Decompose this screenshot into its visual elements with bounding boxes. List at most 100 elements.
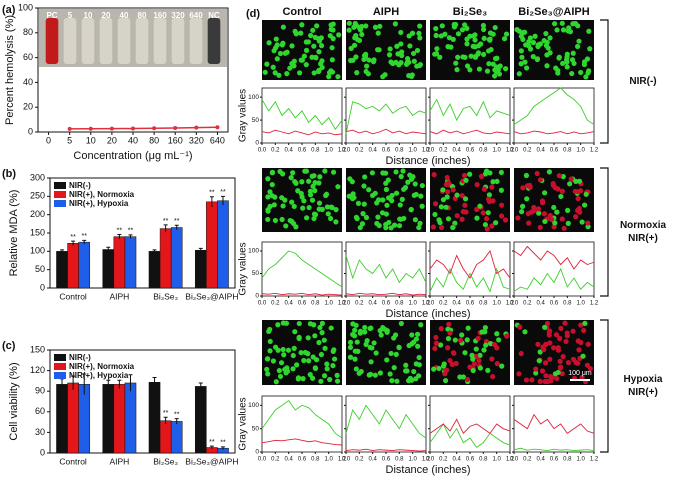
cell [574,43,581,50]
y-tick-label: 50 [252,270,260,277]
cell [267,348,273,354]
cell [295,188,301,194]
cell [300,376,306,382]
cell [267,326,273,333]
cell [554,27,560,33]
cell [266,40,272,46]
cell [289,199,295,205]
cell [567,181,573,187]
cell [502,217,509,223]
cell [413,376,419,382]
x-tick-label: 1.2 [422,457,431,463]
cell [537,224,543,231]
cell [371,340,377,346]
cell [408,73,415,79]
gray-value-line [429,129,511,135]
cell [384,202,390,208]
cell [336,32,342,38]
gray-value-line [513,87,595,126]
cell [468,53,474,59]
cell [378,332,384,338]
cell [552,220,558,226]
bar [102,249,115,289]
cell [537,177,543,183]
cell [352,327,358,333]
cell [290,352,296,359]
cell [310,183,316,189]
bar [159,228,172,289]
x-tick-label: 0.2 [355,148,364,154]
cell [444,174,450,181]
cell [416,224,422,231]
cell [361,201,367,207]
cell [278,360,285,366]
x-tick-label: 640 [210,135,225,145]
bar [159,420,172,454]
cell [298,350,304,356]
gray-value-line [261,400,343,439]
cell [289,60,295,67]
column-header: AIPH [373,6,399,18]
cell [481,35,487,42]
cell [565,220,571,226]
significance-mark: ** [163,218,169,225]
cell [518,48,524,54]
x-tick-label: 0.2 [523,457,532,463]
cell [486,192,492,198]
cell [353,366,359,372]
cell [306,204,312,211]
cell [457,337,464,343]
cell [295,376,301,382]
y-tick-label: 50 [252,425,260,432]
gray-value-line [513,413,595,434]
cell [438,33,444,39]
error-bar [117,379,122,389]
cell [442,377,449,384]
panel-label: (a) [2,4,16,16]
cell [450,224,456,231]
gray-value-line [345,448,427,452]
cell [324,361,330,367]
cell [565,207,571,213]
cell [280,346,286,353]
cell [462,196,469,202]
cell [522,59,528,65]
cell [392,21,398,27]
cell [293,180,299,186]
cell [547,35,553,41]
error-bar [152,249,157,253]
cell [547,340,553,346]
cell [396,223,403,229]
x-tick-label: Bi₂Se₃ [153,291,178,301]
cell [269,182,275,188]
x-tick-label: Control [59,456,87,466]
cell [383,186,389,193]
cell [586,68,592,74]
bar [194,386,207,454]
cell [293,224,299,230]
cell [560,60,566,67]
cell [303,47,310,53]
error-bar [163,416,168,425]
error-bar [163,224,168,233]
x-tick-label: 0.0 [342,457,351,463]
tube-label: 5 [68,11,73,20]
cell [348,45,354,51]
cell [301,198,307,204]
cell [493,220,499,226]
cell [353,214,360,220]
cell [534,170,540,177]
cell [546,169,553,175]
cell [418,322,424,328]
significance-mark: ** [220,189,226,196]
cell [383,221,389,228]
gray-value-line [429,267,511,293]
cell [353,54,359,60]
cell [385,177,391,183]
cell [584,56,591,62]
cell [526,182,533,188]
bar [170,421,183,454]
y-tick-label: 60 [35,406,45,416]
cell [377,370,383,376]
cell [363,341,369,347]
